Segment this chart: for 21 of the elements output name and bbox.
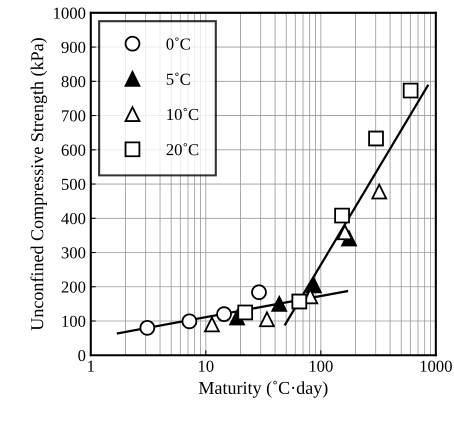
y-tick-label: 600	[62, 144, 86, 156]
legend-label: 0˚C	[166, 37, 190, 50]
y-tick-label: 400	[61, 212, 86, 224]
y-tick-label: 100	[62, 316, 86, 327]
y-tick-label: 700	[62, 110, 86, 122]
legend-label: 10˚C	[167, 108, 198, 120]
x-tick-label: 1000	[420, 360, 452, 372]
y-tick-label: 200	[62, 281, 86, 293]
x-axis-title: Maturity (˚C·day)	[198, 380, 328, 398]
legend-label: 20˚C	[166, 143, 198, 156]
y-tick-label: 900	[61, 42, 86, 54]
y-tick-label: 500	[62, 178, 86, 190]
x-tick-label: 100	[310, 360, 333, 372]
legend-label: 5˚C	[166, 72, 190, 85]
y-tick-label: 800	[62, 76, 86, 88]
y-tick-label: 300	[62, 247, 86, 258]
y-tick-label: 1000	[54, 8, 86, 19]
x-tick-label: 10	[198, 360, 214, 372]
y-tick-label: 0	[78, 350, 86, 362]
y-axis-title: Unconfined Compressive Strength (kPa)	[30, 38, 48, 330]
x-tick-label: 1	[88, 360, 94, 372]
